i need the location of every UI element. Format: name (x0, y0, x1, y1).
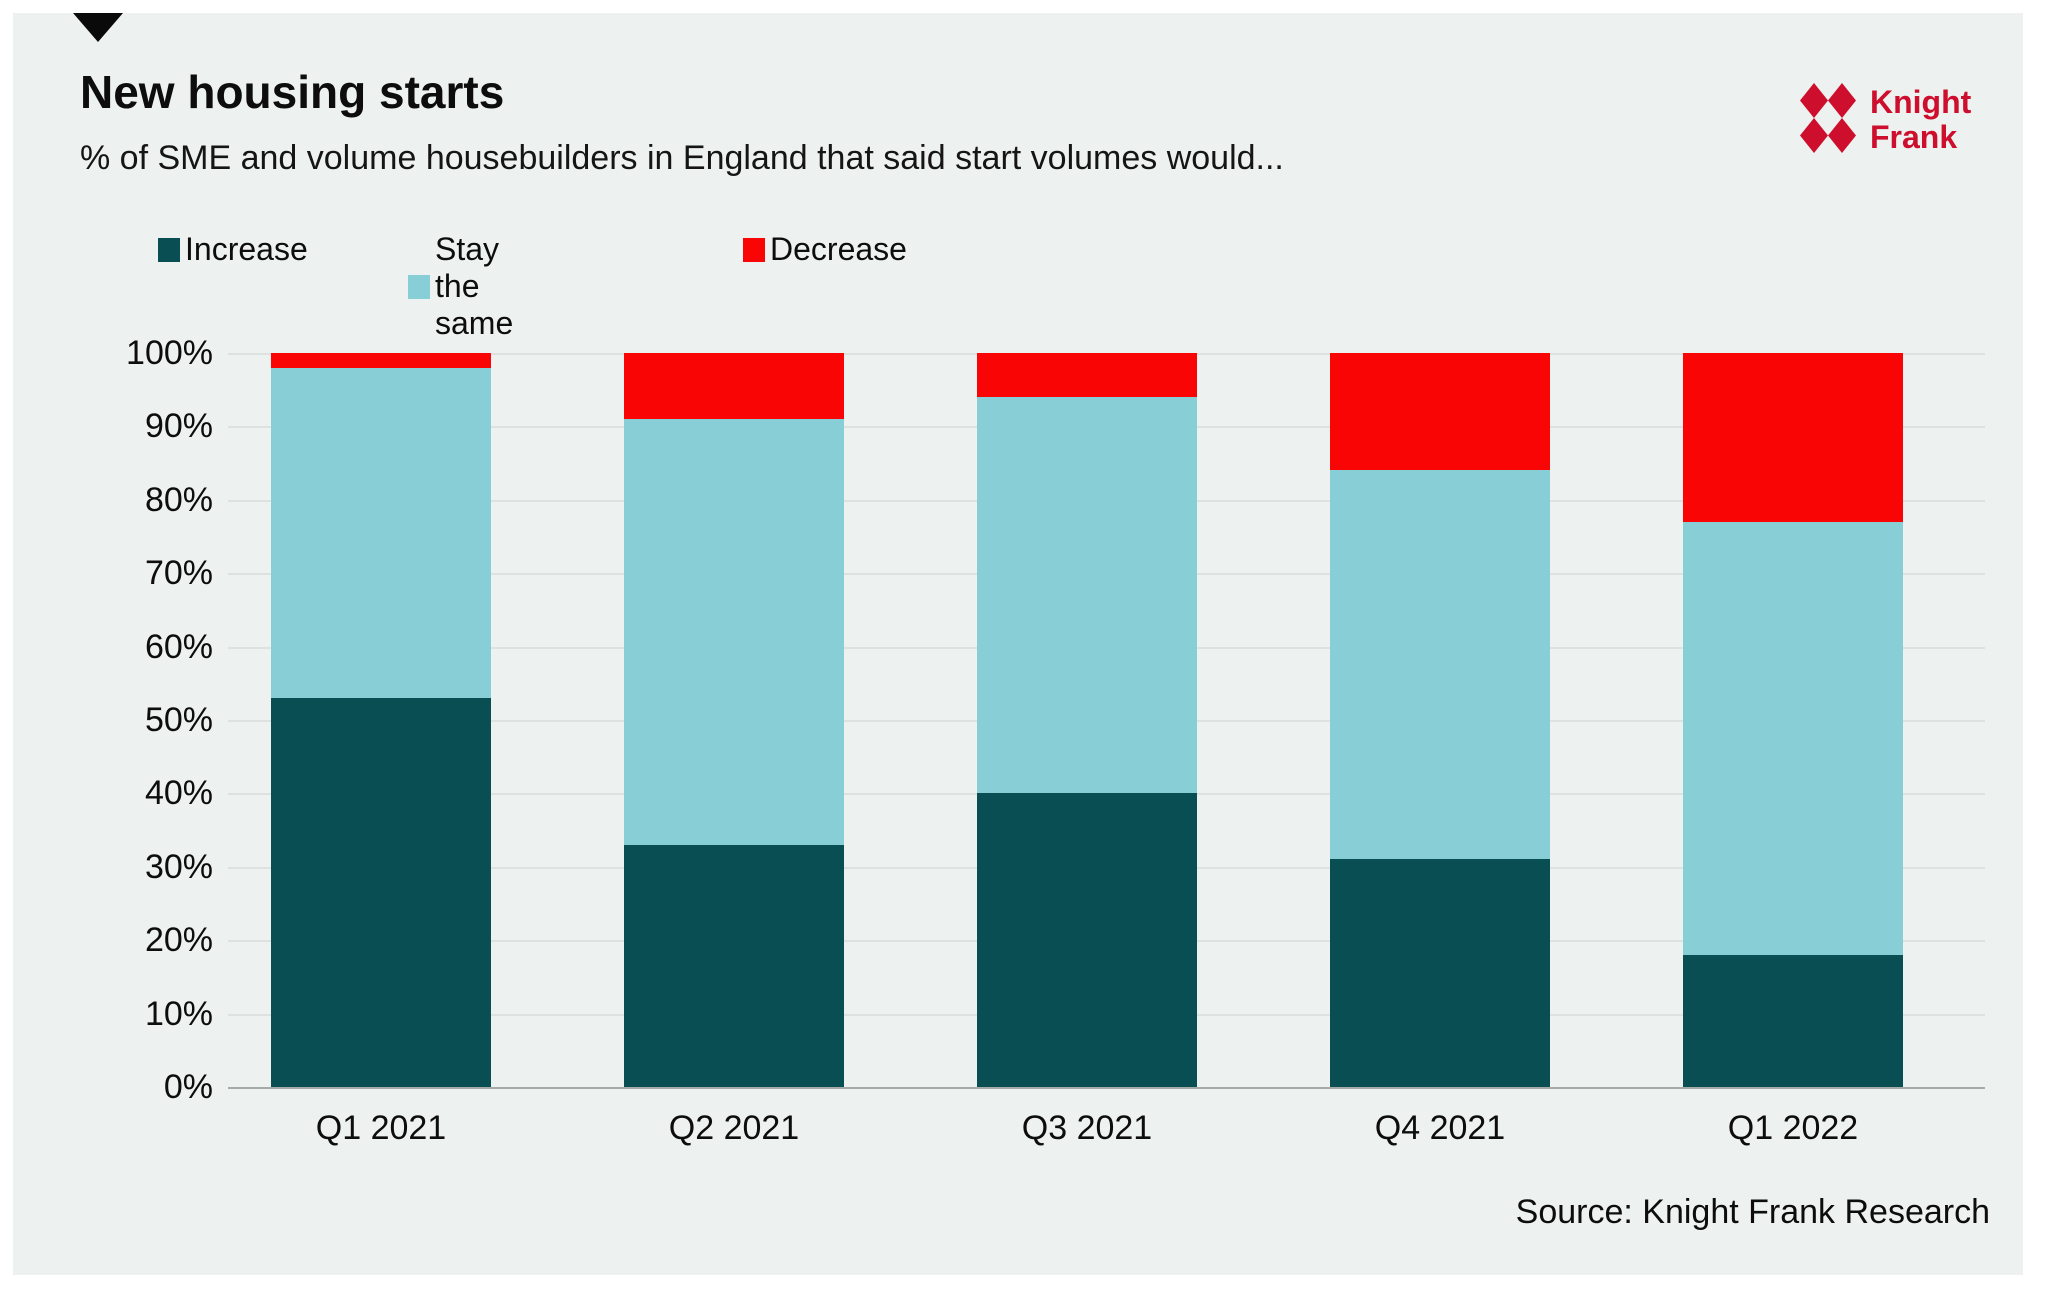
bar-segment-increase-q2-2021 (624, 844, 844, 1087)
y-tick-label-90: 90% (144, 407, 213, 446)
legend-item-increase: Increase (158, 231, 308, 268)
bar-segment-stay-the-same-q1-2021 (271, 367, 491, 698)
y-tick-label-50: 50% (144, 701, 213, 739)
y-tick-label-40: 40% (144, 774, 213, 813)
bar-segment-decrease-q4-2021 (1330, 353, 1550, 471)
legend-swatch-increase (158, 237, 180, 262)
x-tick-label-q1-2022: Q1 2022 (1727, 1109, 1859, 1147)
chart-title: New housing starts (80, 66, 505, 118)
knight-frank-diamonds-icon (1800, 83, 1856, 153)
bar-segment-decrease-q1-2021 (271, 353, 491, 368)
legend-swatch-decrease (743, 237, 765, 262)
corner-triangle-icon (73, 13, 123, 42)
bar-segment-stay-the-same-q2-2021 (624, 419, 844, 845)
x-tick-label-q3-2021: Q3 2021 (1021, 1109, 1153, 1147)
bar-segment-decrease-q3-2021 (977, 353, 1197, 398)
y-tick-label-0: 0% (163, 1068, 213, 1106)
y-tick-label-30: 30% (144, 847, 213, 886)
y-tick-label-70: 70% (144, 554, 213, 593)
knight-frank-wordmark: Knight Frank (1870, 85, 1971, 155)
x-axis-line (228, 1087, 1985, 1089)
legend-label-stay-the-same: Stay the same (435, 231, 514, 341)
x-tick-label-q1-2021: Q1 2021 (315, 1109, 447, 1147)
chart-card: New housing starts % of SME and volume h… (13, 13, 2023, 1275)
legend-item-decrease: Decrease (743, 231, 907, 268)
legend-item-stay-the-same: Stay the same (408, 231, 513, 342)
bar-segment-stay-the-same-q3-2021 (977, 397, 1197, 794)
plot-area: 0% 10% 20% 30% 40% 50% 60% 70% 80% 90% 100% Q1 2021… (126, 334, 1985, 1147)
y-tick-label-80: 80% (144, 480, 213, 519)
x-tick-label-q2-2021: Q2 2021 (668, 1109, 800, 1147)
x-tick-label-q4-2021: Q4 2021 (1374, 1109, 1506, 1147)
bar-segment-increase-q4-2021 (1330, 859, 1550, 1087)
bar-segment-stay-the-same-q1-2022 (1683, 521, 1903, 955)
chart-subtitle: % of SME and volume housebuilders in Eng… (80, 139, 1284, 177)
y-tick-label-10: 10% (144, 994, 213, 1033)
legend-swatch-stay-the-same (408, 274, 430, 299)
y-tick-label-100: 100% (126, 334, 213, 372)
bar-segment-decrease-q1-2022 (1683, 353, 1903, 522)
bar-segment-increase-q1-2022 (1683, 954, 1903, 1087)
bar-segment-stay-the-same-q4-2021 (1330, 470, 1550, 860)
logo-line2: Frank (1870, 119, 1958, 155)
legend-label-increase: Increase (185, 231, 308, 267)
legend-label-decrease: Decrease (770, 231, 907, 267)
bar-segment-increase-q3-2021 (977, 793, 1197, 1087)
knight-frank-logo: Knight Frank (1800, 83, 1971, 155)
y-tick-label-60: 60% (144, 627, 213, 666)
y-tick-label-20: 20% (144, 921, 213, 960)
bar-segment-decrease-q2-2021 (624, 353, 844, 420)
logo-line1: Knight (1870, 84, 1972, 120)
source-note: Source: Knight Frank Research (1515, 1193, 1990, 1231)
bar-segment-increase-q1-2021 (271, 697, 491, 1087)
